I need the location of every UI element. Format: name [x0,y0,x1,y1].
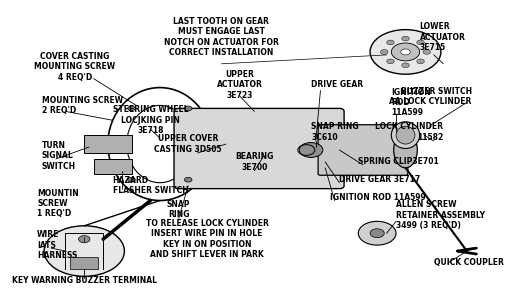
Circle shape [44,226,124,276]
Circle shape [358,221,396,245]
Circle shape [185,177,192,182]
Circle shape [127,106,135,111]
Text: IGNITION ROD 11A599: IGNITION ROD 11A599 [330,193,426,202]
Text: WIRE
IATS
HARNESS: WIRE IATS HARNESS [37,230,78,260]
Circle shape [370,30,441,74]
Text: IGNITION
ROD
11A599: IGNITION ROD 11A599 [391,88,431,117]
Text: DRIVE GEAR 3E717: DRIVE GEAR 3E717 [339,175,420,184]
Text: STEERING WHEEL
LOCJKING PIN
3E718: STEERING WHEEL LOCJKING PIN 3E718 [113,105,188,135]
FancyBboxPatch shape [318,125,408,175]
Circle shape [299,142,323,158]
Circle shape [387,59,394,64]
Text: ALLEN SCREW
RETAINER ASSEMBLY
3499 (3 REQ'D): ALLEN SCREW RETAINER ASSEMBLY 3499 (3 RE… [396,200,485,230]
Text: TURN
SIGNAL
SWITCH: TURN SIGNAL SWITCH [42,141,76,171]
Text: LOCK CYLINDER
11582: LOCK CYLINDER 11582 [375,122,443,142]
Text: LAST TOOTH ON GEAR
MUST ENGAGE LAST
NOTCH ON ACTUATOR FOR
CORRECT INSTALLATION: LAST TOOTH ON GEAR MUST ENGAGE LAST NOTC… [164,17,279,57]
Circle shape [417,40,425,45]
Circle shape [402,63,409,68]
Ellipse shape [391,122,419,148]
Circle shape [401,49,410,55]
Circle shape [127,177,135,182]
Text: UPPER COVER
CASTING 3D505: UPPER COVER CASTING 3D505 [154,134,222,154]
Circle shape [185,106,192,111]
Text: MOUNTING SCREW
2 REQ'D: MOUNTING SCREW 2 REQ'D [42,96,123,115]
Text: QUICK COUPLER: QUICK COUPLER [434,258,504,267]
Text: UPPER
ACTUATOR
3E723: UPPER ACTUATOR 3E723 [217,70,263,100]
Circle shape [387,40,394,45]
Bar [84,135,132,153]
Circle shape [391,43,419,61]
Text: BEARING
3E700: BEARING 3E700 [235,152,273,172]
Text: SNAP
RING: SNAP RING [167,200,191,219]
Text: SPRING CLIP3E701: SPRING CLIP3E701 [358,158,439,166]
Text: LOWER
ACTUATOR
3E715: LOWER ACTUATOR 3E715 [419,22,466,52]
Ellipse shape [396,126,415,144]
Text: BUZZER SWITCH
AA LOCK CYLINDER: BUZZER SWITCH AA LOCK CYLINDER [389,87,472,106]
FancyBboxPatch shape [174,108,344,189]
Bar [70,257,98,269]
Text: DRIVE GEAR: DRIVE GEAR [311,80,363,89]
Text: MOUNTIN
SCREW
1 REQ'D: MOUNTIN SCREW 1 REQ'D [37,189,79,218]
Circle shape [402,36,409,41]
Ellipse shape [394,132,417,168]
Circle shape [370,229,384,238]
Circle shape [423,50,431,54]
Text: KEY WARNING BUZZER TERMINAL: KEY WARNING BUZZER TERMINAL [12,276,157,285]
Bar [94,159,132,174]
Circle shape [79,236,90,243]
Circle shape [417,59,425,64]
Text: HAZARD
FLASHER SWITCH: HAZARD FLASHER SWITCH [113,176,188,195]
Text: TO RELEASE LOCK CYLINDER
INSERT WIRE PIN IN HOLE
KEY IN ON POSITION
AND SHIFT LE: TO RELEASE LOCK CYLINDER INSERT WIRE PIN… [145,219,268,259]
Text: COVER CASTING
MOUNTING SCREW
4 REQ'D: COVER CASTING MOUNTING SCREW 4 REQ'D [34,52,115,82]
Text: SNAP RING
3C610: SNAP RING 3C610 [311,122,359,142]
Circle shape [380,50,388,54]
